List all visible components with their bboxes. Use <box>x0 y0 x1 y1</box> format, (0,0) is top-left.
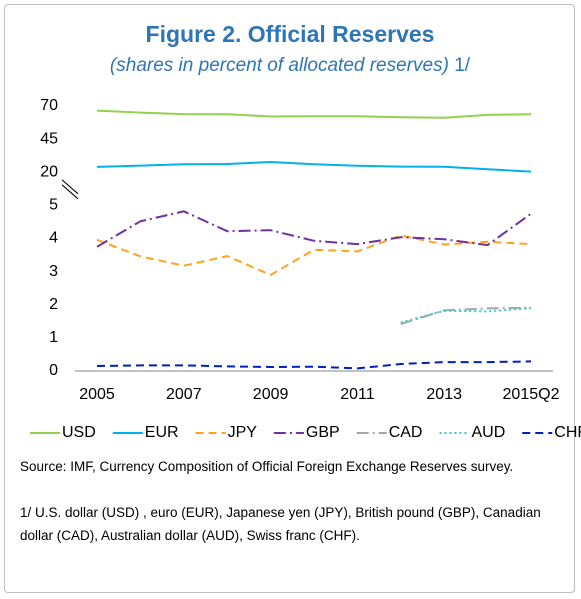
legend-label: AUD <box>471 424 505 441</box>
legend-label: CHF <box>554 424 581 441</box>
series-line <box>400 306 532 325</box>
y-tick-label: 0 <box>49 362 58 379</box>
note: 1/ U.S. dollar (USD) , euro (EUR), Japan… <box>20 505 541 543</box>
chart: Figure 2. Official Reserves (shares in p… <box>30 21 581 441</box>
legend-label: EUR <box>145 424 179 441</box>
legend-label: JPY <box>228 424 258 441</box>
chart-subtitle: (shares in percent of allocated reserves… <box>110 55 471 76</box>
series-line <box>96 234 532 277</box>
series-line <box>96 160 532 173</box>
x-tick-label: 2013 <box>426 386 462 403</box>
x-tick-label: 2011 <box>340 386 375 403</box>
y-tick-label: 3 <box>49 263 58 280</box>
chart-title: Figure 2. Official Reserves <box>146 21 435 47</box>
y-tick-label: 1 <box>49 329 58 346</box>
x-tick-label: 2009 <box>253 386 289 403</box>
series-line <box>96 360 532 370</box>
x-tick-label: 2007 <box>166 386 202 403</box>
series-line <box>96 210 532 248</box>
axis-break <box>61 179 79 195</box>
y-tick-label: 4 <box>49 230 58 247</box>
subtitle-note: 1/ <box>454 55 471 76</box>
y-tick-label: 45 <box>40 130 58 147</box>
legend-label: GBP <box>306 424 340 441</box>
series-line <box>96 109 532 119</box>
source: Source: IMF, Currency Composition of Off… <box>20 459 514 474</box>
x-tick-label: 2015Q2 <box>503 386 560 403</box>
y-tick-label: 5 <box>49 197 58 214</box>
y-tick-label: 2 <box>49 296 58 313</box>
legend-label: USD <box>62 424 96 441</box>
subtitle: (shares in percent of allocated reserves… <box>110 55 449 76</box>
frame <box>4 4 575 593</box>
x-tick-label: 2005 <box>79 386 115 403</box>
y-tick-label: 70 <box>40 97 58 114</box>
axis-break <box>61 184 79 200</box>
series-line <box>400 307 532 324</box>
y-tick-label: 20 <box>40 163 58 180</box>
axis-break-gap <box>62 182 78 195</box>
legend-label: CAD <box>389 424 423 441</box>
